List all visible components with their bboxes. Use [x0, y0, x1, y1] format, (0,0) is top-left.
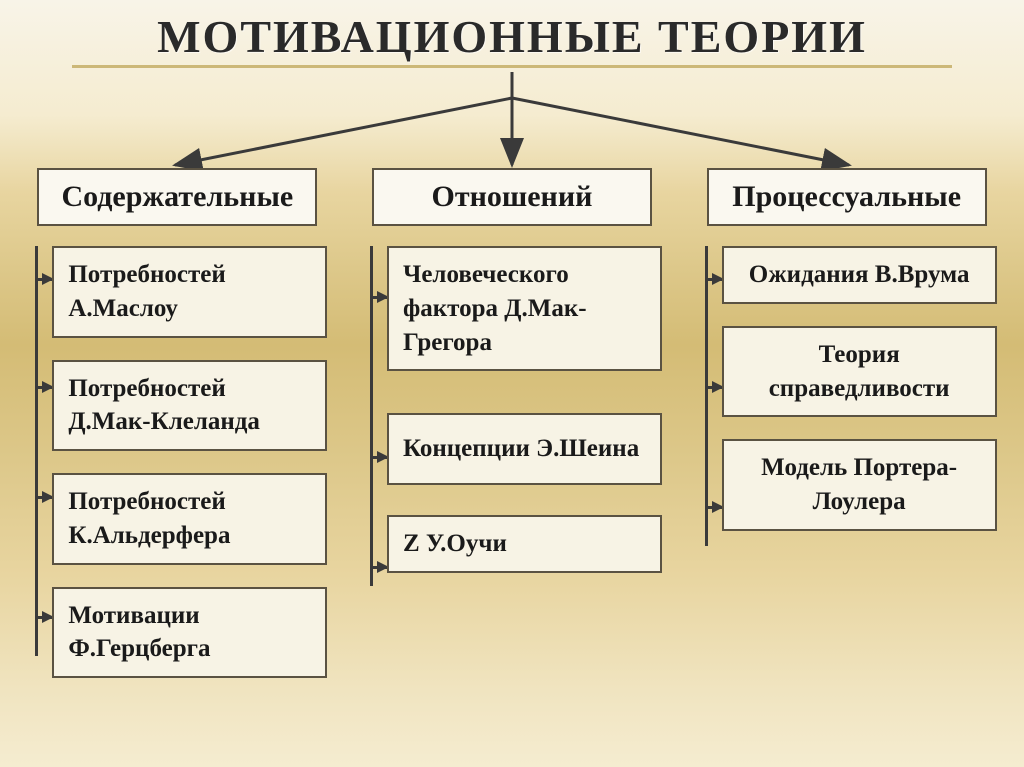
item-box: Теория справедливости	[722, 326, 997, 418]
item-box: Потребностей Д.Мак-Клеланда	[52, 360, 327, 452]
arrow-3-3	[705, 506, 723, 509]
arrow-3-2	[705, 386, 723, 389]
column-process-theories: Процессуальные Ожидания В.Врума Теория с…	[687, 168, 1007, 700]
arrow-1-2	[35, 386, 53, 389]
items-wrapper-2: Человеческого фактора Д.Мак-Грегора Конц…	[352, 246, 672, 595]
items-wrapper-1: Потребностей А.Маслоу Потребностей Д.Мак…	[17, 246, 337, 700]
arrow-2-2	[370, 456, 388, 459]
title-underline	[72, 65, 952, 68]
item-box: Z У.Оучи	[387, 515, 662, 573]
item-box: Мотивации Ф.Герцберга	[52, 587, 327, 679]
arrow-2-3	[370, 566, 388, 569]
column-content-theories: Содержательные Потребностей А.Маслоу Пот…	[17, 168, 337, 700]
item-box: Человеческого фактора Д.Мак-Грегора	[387, 246, 662, 371]
item-box: Концепции Э.Шеина	[387, 413, 662, 485]
arrow-1-3	[35, 496, 53, 499]
category-header-3: Процессуальные	[707, 168, 987, 226]
arrow-2-1	[370, 296, 388, 299]
items-wrapper-3: Ожидания В.Врума Теория справедливости М…	[687, 246, 1007, 553]
item-box: Потребностей К.Альдерфера	[52, 473, 327, 565]
arrow-3-1	[705, 278, 723, 281]
category-header-1: Содержательные	[37, 168, 317, 226]
item-box: Потребностей А.Маслоу	[52, 246, 327, 338]
side-line-3	[705, 246, 708, 546]
category-header-2: Отношений	[372, 168, 652, 226]
column-relations-theories: Отношений Человеческого фактора Д.Мак-Гр…	[352, 168, 672, 700]
diagram-title: МОТИВАЦИОННЫЕ ТЕОРИИ	[0, 0, 1024, 63]
arrow-1-4	[35, 616, 53, 619]
columns-container: Содержательные Потребностей А.Маслоу Пот…	[0, 168, 1024, 700]
side-line-1	[35, 246, 38, 656]
item-box: Ожидания В.Врума	[722, 246, 997, 304]
item-box: Модель Портера-Лоулера	[722, 439, 997, 531]
arrow-1-1	[35, 278, 53, 281]
